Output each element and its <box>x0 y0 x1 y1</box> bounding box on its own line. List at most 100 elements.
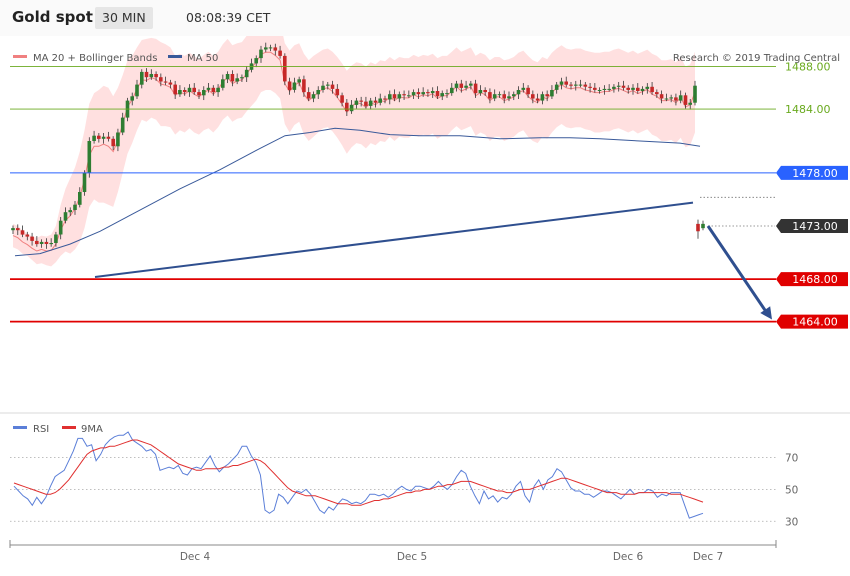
candle-body <box>445 93 449 95</box>
candle <box>82 170 87 196</box>
candle <box>44 238 49 249</box>
candle-body <box>182 90 187 93</box>
candle <box>111 136 115 151</box>
candle-body <box>345 102 349 112</box>
candle <box>535 93 540 104</box>
candle <box>550 85 554 99</box>
candle-body <box>163 81 168 83</box>
candle <box>640 86 645 95</box>
candle <box>116 128 120 152</box>
candle-body <box>178 90 182 95</box>
candle-body <box>626 87 630 90</box>
candle-body <box>116 132 120 147</box>
candle-body <box>659 94 664 99</box>
candle-body <box>602 88 607 90</box>
candle <box>135 79 139 99</box>
candle <box>669 94 673 103</box>
candle <box>311 91 316 103</box>
candle-body <box>593 87 597 90</box>
level-label: 1473.00 <box>792 220 838 233</box>
timeframe-badge[interactable]: 30 MIN <box>95 7 153 29</box>
candle-body <box>502 94 506 99</box>
candle-body <box>397 94 402 99</box>
candle <box>602 85 607 95</box>
candle <box>411 89 416 99</box>
candle <box>335 84 340 98</box>
candle-body <box>287 81 292 90</box>
candle <box>588 83 592 93</box>
x-axis-label: Dec 7 <box>693 551 723 563</box>
candle <box>316 86 320 99</box>
candle-body <box>54 234 58 243</box>
credit-text: Research © 2019 Trading Central <box>673 53 840 64</box>
candle <box>440 90 444 101</box>
candle-body <box>225 74 230 80</box>
candle <box>696 219 705 239</box>
candle-body <box>149 74 154 78</box>
candle-body <box>683 95 688 105</box>
candle-body <box>540 94 545 101</box>
candle-body <box>488 92 492 99</box>
candle-body <box>292 82 297 90</box>
candle <box>349 100 354 114</box>
candle <box>650 81 654 95</box>
x-axis-label: Dec 6 <box>613 551 644 563</box>
candle <box>68 207 72 216</box>
candle <box>154 71 158 81</box>
price-level-1488-00: 1488.00 <box>10 61 831 74</box>
candle <box>459 79 464 93</box>
candle-body <box>612 86 616 89</box>
candle <box>678 90 683 104</box>
candle-body <box>244 69 249 78</box>
candle-body <box>111 138 115 147</box>
candle-body <box>678 95 683 101</box>
candle <box>340 92 344 107</box>
candle-body <box>497 94 502 96</box>
candle-body <box>97 135 101 139</box>
candle <box>359 96 363 107</box>
candle <box>407 90 411 98</box>
candle-body <box>140 71 144 85</box>
candle-body <box>531 94 535 99</box>
candle-body <box>392 94 397 99</box>
candle-body <box>283 55 287 82</box>
candle <box>612 84 616 93</box>
candle <box>378 93 382 106</box>
rsi-tick-label: 30 <box>785 516 798 528</box>
candle <box>454 80 459 92</box>
candle <box>302 75 306 97</box>
candle <box>92 130 96 144</box>
candle <box>450 83 454 96</box>
candle <box>106 131 111 142</box>
candle-body <box>30 236 34 241</box>
candle-body <box>655 92 659 95</box>
candle-body <box>526 87 530 95</box>
candle-body <box>335 88 340 96</box>
candle <box>373 96 378 108</box>
candle-body <box>450 87 454 94</box>
candle <box>283 53 287 86</box>
candle <box>225 71 230 84</box>
candle <box>636 83 640 94</box>
candle <box>559 77 564 90</box>
candle-body <box>516 90 521 95</box>
legend-swatch-ma20 <box>13 55 27 58</box>
price-level-1484-00: 1484.00 <box>10 103 831 116</box>
candle-body <box>173 84 177 95</box>
candle <box>593 83 597 93</box>
candle-body <box>206 87 211 90</box>
candle-body <box>264 47 268 50</box>
candle-body <box>306 92 311 99</box>
legend-rsi: RSI <box>33 424 49 435</box>
candle-body <box>407 95 411 97</box>
rsi-ma-line <box>13 439 704 506</box>
candle <box>526 85 530 98</box>
candle <box>469 80 473 90</box>
candle <box>388 90 392 105</box>
level-tag <box>776 165 848 180</box>
forecast-arrow <box>706 225 770 316</box>
candle <box>464 80 468 91</box>
candle-body <box>11 228 15 231</box>
candle-body <box>388 94 392 100</box>
candle-body <box>87 141 92 173</box>
